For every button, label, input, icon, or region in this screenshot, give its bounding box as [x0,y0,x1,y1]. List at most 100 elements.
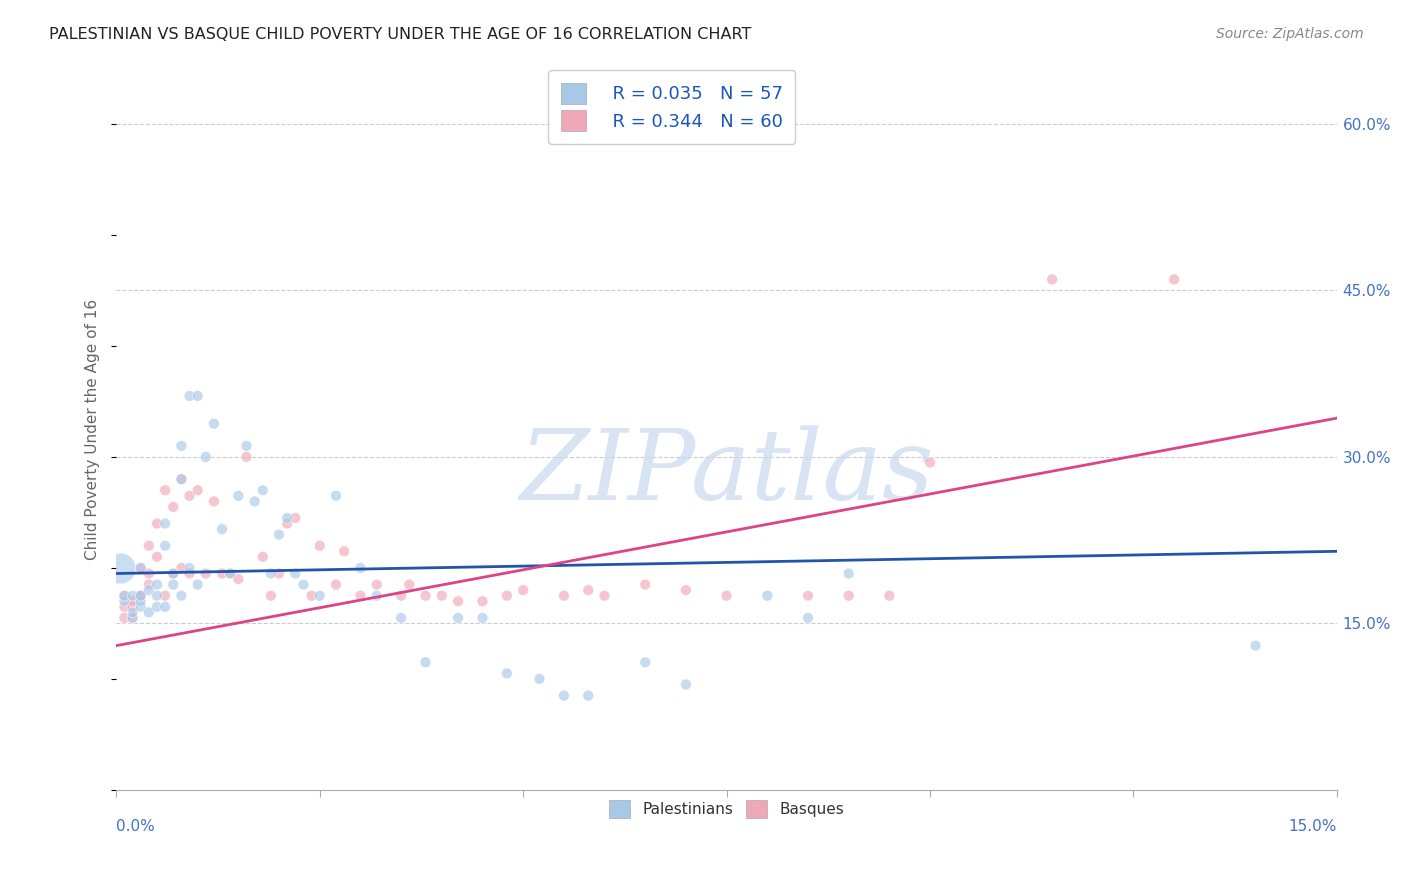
Point [675,677,697,691]
Point [219,566,242,581]
Point [276,516,298,531]
Point [121,611,143,625]
Point [187,389,209,403]
Point [146,577,169,591]
Point [260,589,283,603]
Point [235,439,257,453]
Point [634,577,657,591]
Point [162,566,184,581]
Point [153,589,176,603]
Point [529,672,551,686]
Point [675,583,697,598]
Point [121,589,143,603]
Point [398,577,420,591]
Point [243,494,266,508]
Point [129,594,152,608]
Point [389,611,412,625]
Point [879,589,901,603]
Point [471,594,494,608]
Point [146,516,169,531]
Point [162,500,184,514]
Point [366,577,388,591]
Point [276,511,298,525]
Point [138,583,160,598]
Point [430,589,453,603]
Point [138,605,160,619]
Point [112,589,135,603]
Point [301,589,323,603]
Point [138,577,160,591]
Point [162,566,184,581]
Point [179,561,201,575]
Point [325,577,347,591]
Point [129,589,152,603]
Point [170,589,193,603]
Point [308,539,330,553]
Point [219,566,242,581]
Point [112,611,135,625]
Point [471,611,494,625]
Point [187,577,209,591]
Point [415,589,437,603]
Point [325,489,347,503]
Point [112,589,135,603]
Point [187,483,209,498]
Point [179,489,201,503]
Point [228,489,250,503]
Point [252,549,274,564]
Point [756,589,779,603]
Point [496,666,519,681]
Point [389,589,412,603]
Point [292,577,315,591]
Point [496,589,519,603]
Point [260,566,283,581]
Point [170,472,193,486]
Point [129,561,152,575]
Point [1244,639,1267,653]
Point [576,689,599,703]
Point [129,599,152,614]
Point [447,594,470,608]
Point [121,611,143,625]
Point [121,599,143,614]
Point [1040,272,1063,286]
Point [308,589,330,603]
Point [153,539,176,553]
Point [153,599,176,614]
Point [267,566,290,581]
Point [138,566,160,581]
Point [194,566,217,581]
Point [838,566,860,581]
Point [415,655,437,669]
Point [1163,272,1185,286]
Point [235,450,257,464]
Point [366,589,388,603]
Point [138,539,160,553]
Point [162,577,184,591]
Point [211,566,233,581]
Text: 15.0%: 15.0% [1288,819,1337,834]
Point [146,549,169,564]
Point [797,611,820,625]
Point [284,511,307,525]
Point [267,527,290,541]
Point [110,561,132,575]
Point [112,594,135,608]
Point [553,689,575,703]
Point [146,599,169,614]
Point [170,472,193,486]
Point [129,589,152,603]
Point [170,561,193,575]
Point [194,450,217,464]
Point [333,544,356,558]
Point [349,561,371,575]
Text: PALESTINIAN VS BASQUE CHILD POVERTY UNDER THE AGE OF 16 CORRELATION CHART: PALESTINIAN VS BASQUE CHILD POVERTY UNDE… [49,27,752,42]
Text: Source: ZipAtlas.com: Source: ZipAtlas.com [1216,27,1364,41]
Point [170,439,193,453]
Point [153,483,176,498]
Point [349,589,371,603]
Point [179,566,201,581]
Point [553,589,575,603]
Point [112,599,135,614]
Point [179,389,201,403]
